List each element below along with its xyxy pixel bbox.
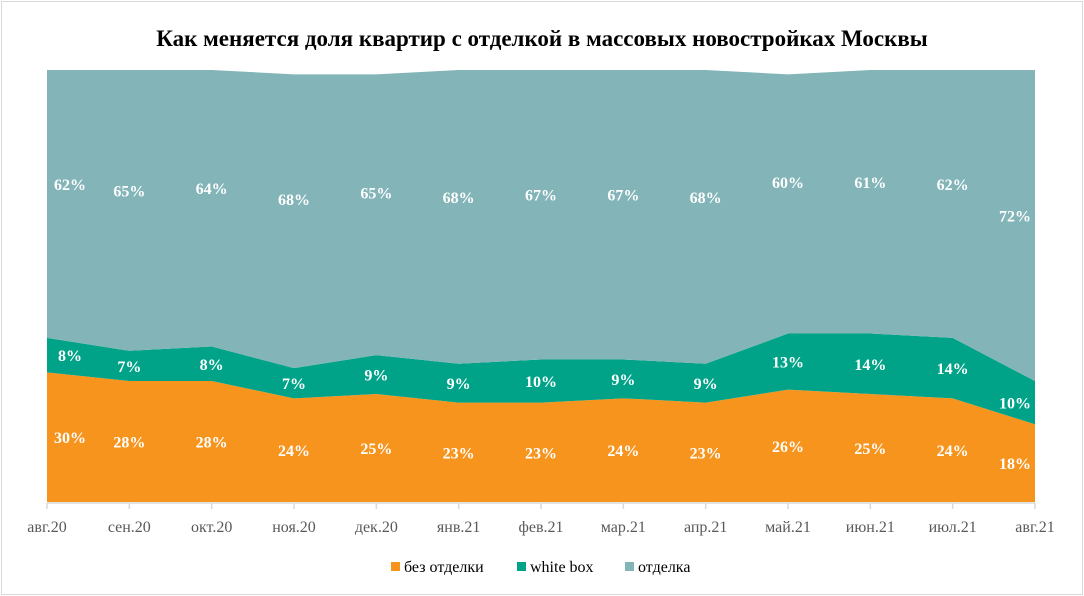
data-label: 60% <box>772 175 804 192</box>
data-label: 65% <box>113 183 145 200</box>
area-white-box <box>47 333 1035 425</box>
data-label: 62% <box>937 177 969 194</box>
data-label: 28% <box>196 435 228 452</box>
data-label: 14% <box>854 357 886 374</box>
data-label: 25% <box>854 441 886 458</box>
data-label: 30% <box>54 430 86 447</box>
data-label: 10% <box>525 374 557 391</box>
legend-swatch <box>391 562 400 571</box>
data-label: 68% <box>690 190 722 207</box>
x-tick-label: мар.21 <box>601 519 646 536</box>
data-label: 8% <box>58 348 82 365</box>
legend-label: white box <box>530 559 594 576</box>
data-label: 14% <box>937 361 969 378</box>
x-tick-label: авг.20 <box>27 519 66 536</box>
data-label: 72% <box>999 209 1031 226</box>
legend-swatch <box>625 562 634 571</box>
x-tick-label: авг.21 <box>1015 519 1054 536</box>
data-label: 8% <box>200 357 224 374</box>
data-label: 9% <box>364 368 388 385</box>
x-tick-label: дек.20 <box>355 519 398 536</box>
x-tick-label: окт.20 <box>191 519 232 536</box>
data-label: 67% <box>525 188 557 205</box>
data-label: 13% <box>772 355 804 372</box>
data-label: 23% <box>690 445 722 462</box>
data-label: 10% <box>999 396 1031 413</box>
data-label: 18% <box>999 456 1031 473</box>
data-label: 24% <box>278 443 310 460</box>
data-label: 61% <box>854 175 886 192</box>
data-label: 24% <box>937 443 969 460</box>
data-label: 23% <box>443 445 475 462</box>
x-tick-label: апр.21 <box>684 519 727 536</box>
data-label: 9% <box>611 372 635 389</box>
data-label: 24% <box>607 443 639 460</box>
legend-label: отделка <box>638 559 690 576</box>
data-label: 68% <box>278 192 310 209</box>
data-label: 25% <box>360 441 392 458</box>
chart-title: Как меняется доля квартир с отделкой в м… <box>156 26 928 51</box>
data-label: 26% <box>772 439 804 456</box>
data-label: 68% <box>443 190 475 207</box>
data-label: 67% <box>607 188 639 205</box>
data-label: 65% <box>360 186 392 203</box>
data-label: 62% <box>54 177 86 194</box>
area-без-отделки <box>47 372 1035 502</box>
x-tick-label: июн.21 <box>846 519 895 536</box>
x-tick-label: ноя.20 <box>272 519 316 536</box>
data-label: 9% <box>447 376 471 393</box>
legend-label: без отделки <box>404 559 484 576</box>
data-label: 7% <box>117 359 141 376</box>
x-tick-label: фев.21 <box>518 519 563 536</box>
data-label: 64% <box>196 181 228 198</box>
legend-swatch <box>517 562 526 571</box>
x-tick-label: май.21 <box>765 519 811 536</box>
x-tick-label: сен.20 <box>108 519 151 536</box>
data-label: 28% <box>113 435 145 452</box>
data-label: 7% <box>282 376 306 393</box>
data-label: 23% <box>525 445 557 462</box>
x-tick-label: июл.21 <box>929 519 977 536</box>
x-tick-label: янв.21 <box>437 519 480 536</box>
area-отделка <box>47 70 1035 382</box>
data-label: 9% <box>694 376 718 393</box>
